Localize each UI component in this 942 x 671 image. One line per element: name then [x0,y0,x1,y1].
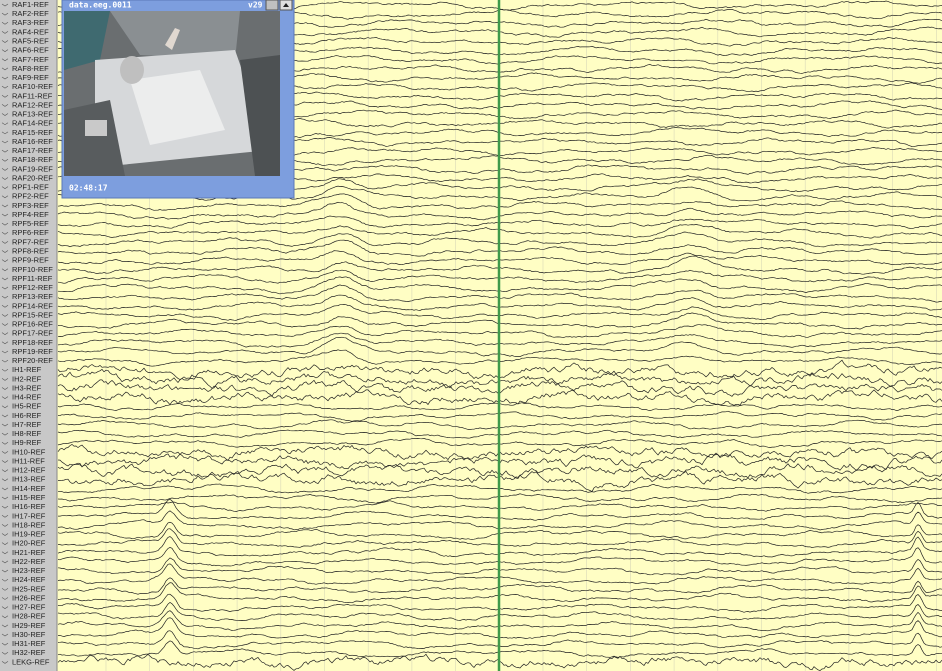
channel-label: IH16-REF [12,502,46,511]
channel-label: IH6-REF [12,411,42,420]
channel-label: RAF3-REF [12,18,49,27]
channel-label: RPF17-REF [12,329,53,338]
eeg-viewer: RAF1-REFRAF2-REFRAF3-REFRAF4-REFRAF5-REF… [0,0,942,671]
channel-label: IH26-REF [12,593,46,602]
page: RAF1-REFRAF2-REFRAF3-REFRAF4-REFRAF5-REF… [0,0,942,671]
channel-label: RPF20-REF [12,356,53,365]
channel-label: IH9-REF [12,438,42,447]
video-version: v29 [248,1,263,10]
channel-label: RAF2-REF [12,9,49,18]
channel-label: RAF16-REF [12,137,53,146]
channel-label: RPF12-REF [12,283,53,292]
channel-label: RAF19-REF [12,164,53,173]
channel-label: IH15-REF [12,493,46,502]
channel-label: IH19-REF [12,530,46,539]
channel-label: IH20-REF [12,539,46,548]
channel-label: RAF8-REF [12,64,49,73]
channel-label: IH23-REF [12,566,46,575]
channel-label: IH28-REF [12,612,46,621]
channel-label: IH8-REF [12,429,42,438]
channel-label: IH31-REF [12,639,46,648]
channel-label: RPF13-REF [12,292,53,301]
channel-label: IH14-REF [12,484,46,493]
channel-label: IH12-REF [12,466,46,475]
channel-label: RPF3-REF [12,201,49,210]
channel-label: IH17-REF [12,511,46,520]
video-time: 02:48:17 [69,184,108,193]
channel-label: LEKG-REF [12,657,50,666]
channel-label: IH32-REF [12,648,46,657]
channel-label: RAF10-REF [12,82,53,91]
channel-label: RPF6-REF [12,228,49,237]
video-image [64,11,280,176]
channel-label: RPF4-REF [12,210,49,219]
channel-label: IH24-REF [12,575,46,584]
channel-label: RPF7-REF [12,237,49,246]
channel-label: RAF17-REF [12,146,53,155]
channel-label: RAF18-REF [12,155,53,164]
channel-label: IH2-REF [12,374,42,383]
channel-label: IH4-REF [12,393,42,402]
channel-label: RAF1-REF [12,0,49,9]
channel-label: RAF5-REF [12,37,49,46]
channel-label: IH27-REF [12,603,46,612]
channel-label: IH21-REF [12,548,46,557]
channel-label: IH5-REF [12,402,42,411]
channel-label: RPF5-REF [12,219,49,228]
video-title: data.eeg.0011 [69,1,132,10]
channel-label: RPF11-REF [12,274,53,283]
channel-label: RAF9-REF [12,73,49,82]
channel-label: IH1-REF [12,365,42,374]
channel-label: IH13-REF [12,475,46,484]
channel-label: IH18-REF [12,520,46,529]
channel-label: RPF16-REF [12,320,53,329]
channel-label: IH11-REF [12,456,45,465]
channel-label: RPF18-REF [12,338,53,347]
channel-label: RAF15-REF [12,128,53,137]
channel-label: RPF15-REF [12,310,53,319]
channel-label: RPF9-REF [12,256,49,265]
home-button[interactable] [266,0,278,10]
channel-label: IH22-REF [12,557,46,566]
channel-label: RAF7-REF [12,55,49,64]
channel-label: RAF20-REF [12,173,53,182]
channel-label: IH3-REF [12,383,42,392]
channel-label: RPF2-REF [12,192,49,201]
channel-label: RAF4-REF [12,27,49,36]
channel-label: IH25-REF [12,584,46,593]
channel-label: IH10-REF [12,447,46,456]
channel-label: RAF13-REF [12,110,53,119]
channel-label: IH7-REF [12,420,42,429]
video-window[interactable]: data.eeg.0011 v29 02:48:17 [62,0,294,198]
channel-label: RAF12-REF [12,100,53,109]
channel-label: RPF8-REF [12,246,49,255]
channel-label: RAF11-REF [12,91,53,100]
channel-label: RAF6-REF [12,46,49,55]
channel-label: IH30-REF [12,630,46,639]
channel-label: IH29-REF [12,621,46,630]
channel-label: RAF14-REF [12,119,53,128]
channel-label: RPF1-REF [12,183,49,192]
channel-label: RPF10-REF [12,265,53,274]
channel-label: RPF14-REF [12,301,53,310]
channel-label: RPF19-REF [12,347,53,356]
